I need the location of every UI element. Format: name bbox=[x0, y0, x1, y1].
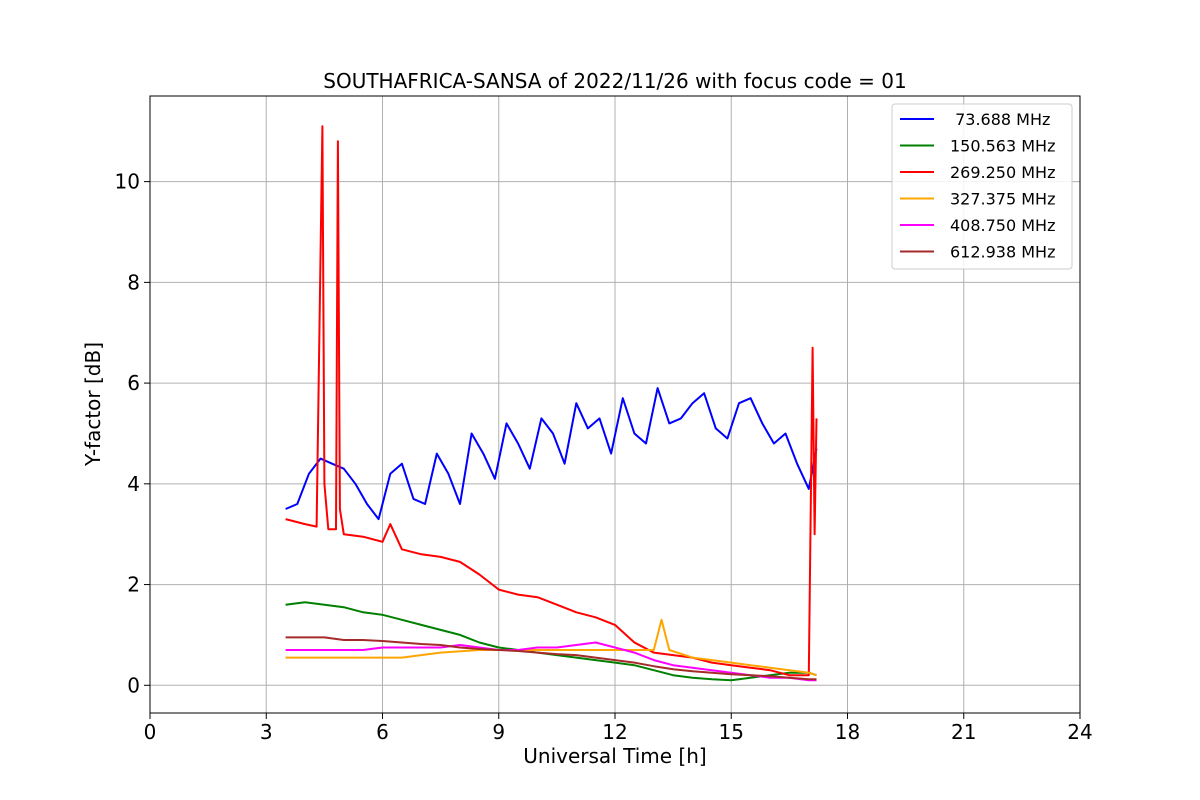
x-tick-label: 3 bbox=[260, 720, 273, 744]
legend-label: 612.938 MHz bbox=[950, 243, 1055, 262]
legend-label: 327.375 MHz bbox=[950, 190, 1055, 209]
series-line-2 bbox=[285, 125, 818, 677]
y-tick-label: 10 bbox=[115, 170, 140, 194]
legend-label: 73.688 MHz bbox=[950, 110, 1050, 129]
legend: 73.688 MHz 150.563 MHz 269.250 MHz 327.375 … bbox=[891, 103, 1073, 270]
x-tick-label: 12 bbox=[602, 720, 627, 744]
series-line-3 bbox=[285, 618, 817, 677]
x-axis: 0 3 6 9 12 15 18 21 24 bbox=[144, 713, 1093, 744]
y-axis-label: Y-factor [dB] bbox=[81, 342, 105, 467]
series-lines bbox=[285, 125, 818, 682]
x-tick-label: 9 bbox=[492, 720, 505, 744]
series-line-5 bbox=[285, 636, 817, 681]
x-tick-label: 0 bbox=[144, 720, 157, 744]
x-tick-label: 6 bbox=[376, 720, 389, 744]
x-axis-label: Universal Time [h] bbox=[523, 744, 706, 768]
legend-label: 150.563 MHz bbox=[950, 137, 1055, 156]
y-tick-label: 6 bbox=[127, 371, 140, 395]
y-tick-label: 0 bbox=[127, 673, 140, 697]
y-tick-label: 2 bbox=[127, 573, 140, 597]
x-tick-label: 21 bbox=[951, 720, 976, 744]
y-axis: 0 2 4 6 8 10 bbox=[115, 170, 150, 697]
series-line-0 bbox=[285, 387, 818, 521]
y-tick-label: 8 bbox=[127, 270, 140, 294]
y-tick-label: 4 bbox=[127, 472, 140, 496]
x-tick-label: 24 bbox=[1067, 720, 1092, 744]
legend-box bbox=[891, 103, 1073, 270]
x-tick-label: 18 bbox=[835, 720, 860, 744]
x-tick-label: 15 bbox=[719, 720, 744, 744]
legend-label: 269.250 MHz bbox=[950, 163, 1055, 182]
legend-label: 408.750 MHz bbox=[950, 216, 1055, 235]
chart-title: SOUTHAFRICA-SANSA of 2022/11/26 with foc… bbox=[323, 69, 907, 93]
